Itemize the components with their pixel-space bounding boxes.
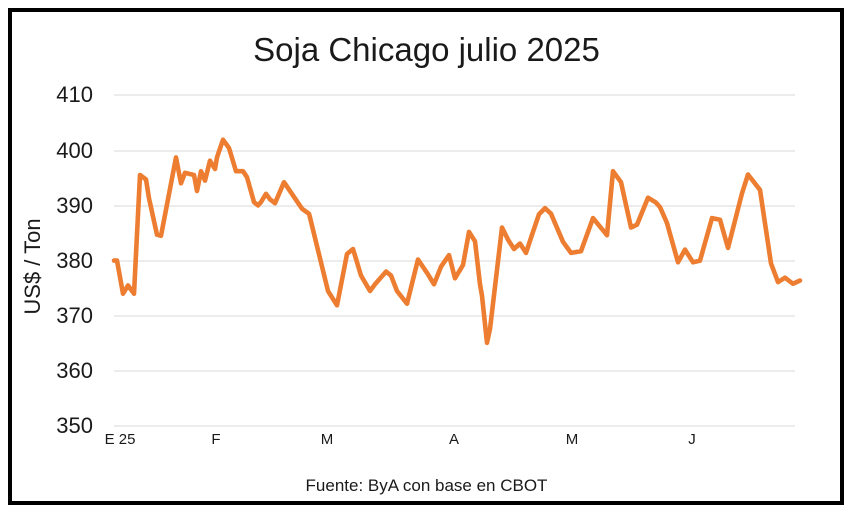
svg-text:370: 370 — [56, 303, 93, 328]
svg-text:410: 410 — [56, 82, 93, 107]
svg-text:J: J — [688, 431, 696, 448]
svg-text:390: 390 — [56, 193, 93, 218]
svg-text:360: 360 — [56, 358, 93, 383]
svg-text:F: F — [211, 431, 220, 448]
svg-text:400: 400 — [56, 138, 93, 163]
svg-text:350: 350 — [56, 413, 93, 438]
svg-text:380: 380 — [56, 248, 93, 273]
svg-text:E 25: E 25 — [105, 431, 136, 448]
svg-text:A: A — [449, 431, 459, 448]
svg-text:M: M — [321, 431, 334, 448]
svg-text:M: M — [566, 431, 579, 448]
